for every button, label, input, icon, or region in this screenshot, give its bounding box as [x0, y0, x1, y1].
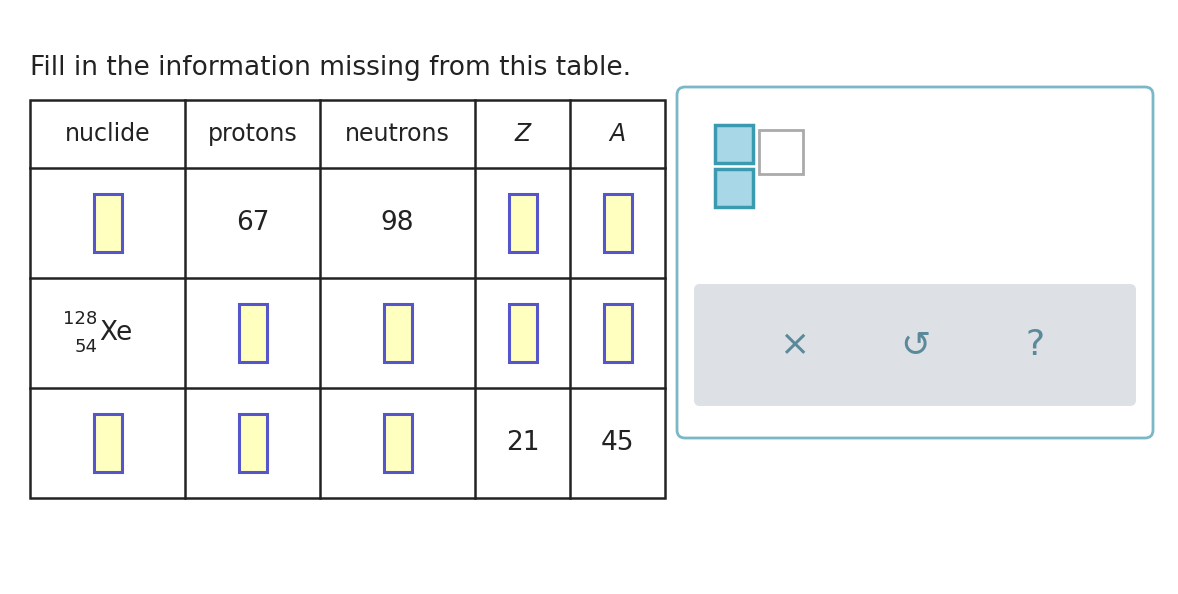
- Text: Z: Z: [515, 122, 530, 146]
- Text: ↺: ↺: [900, 328, 931, 362]
- Text: 45: 45: [601, 430, 634, 456]
- FancyBboxPatch shape: [677, 87, 1153, 438]
- Bar: [29, 100, 666, 498]
- Bar: [603, 194, 631, 252]
- Bar: [384, 414, 411, 472]
- Text: 98: 98: [380, 210, 415, 236]
- Bar: [715, 169, 753, 207]
- Bar: [603, 304, 631, 362]
- Text: nuclide: nuclide: [65, 122, 151, 146]
- Text: 21: 21: [505, 430, 540, 456]
- Bar: [509, 304, 536, 362]
- Bar: [759, 130, 803, 174]
- Bar: [384, 304, 411, 362]
- Bar: [715, 125, 753, 163]
- FancyBboxPatch shape: [694, 284, 1136, 406]
- Text: 54: 54: [74, 338, 98, 356]
- Text: ?: ?: [1026, 328, 1045, 362]
- Text: A: A: [609, 122, 626, 146]
- Text: protons: protons: [207, 122, 297, 146]
- Text: 67: 67: [236, 210, 270, 236]
- Bar: [93, 414, 121, 472]
- Bar: [509, 194, 536, 252]
- Text: ×: ×: [780, 328, 809, 362]
- Text: neutrons: neutrons: [345, 122, 450, 146]
- Text: Xe: Xe: [99, 320, 133, 346]
- Bar: [238, 414, 266, 472]
- Text: 128: 128: [64, 310, 98, 328]
- Text: Fill in the information missing from this table.: Fill in the information missing from thi…: [29, 55, 631, 81]
- Bar: [93, 194, 121, 252]
- Bar: [238, 304, 266, 362]
